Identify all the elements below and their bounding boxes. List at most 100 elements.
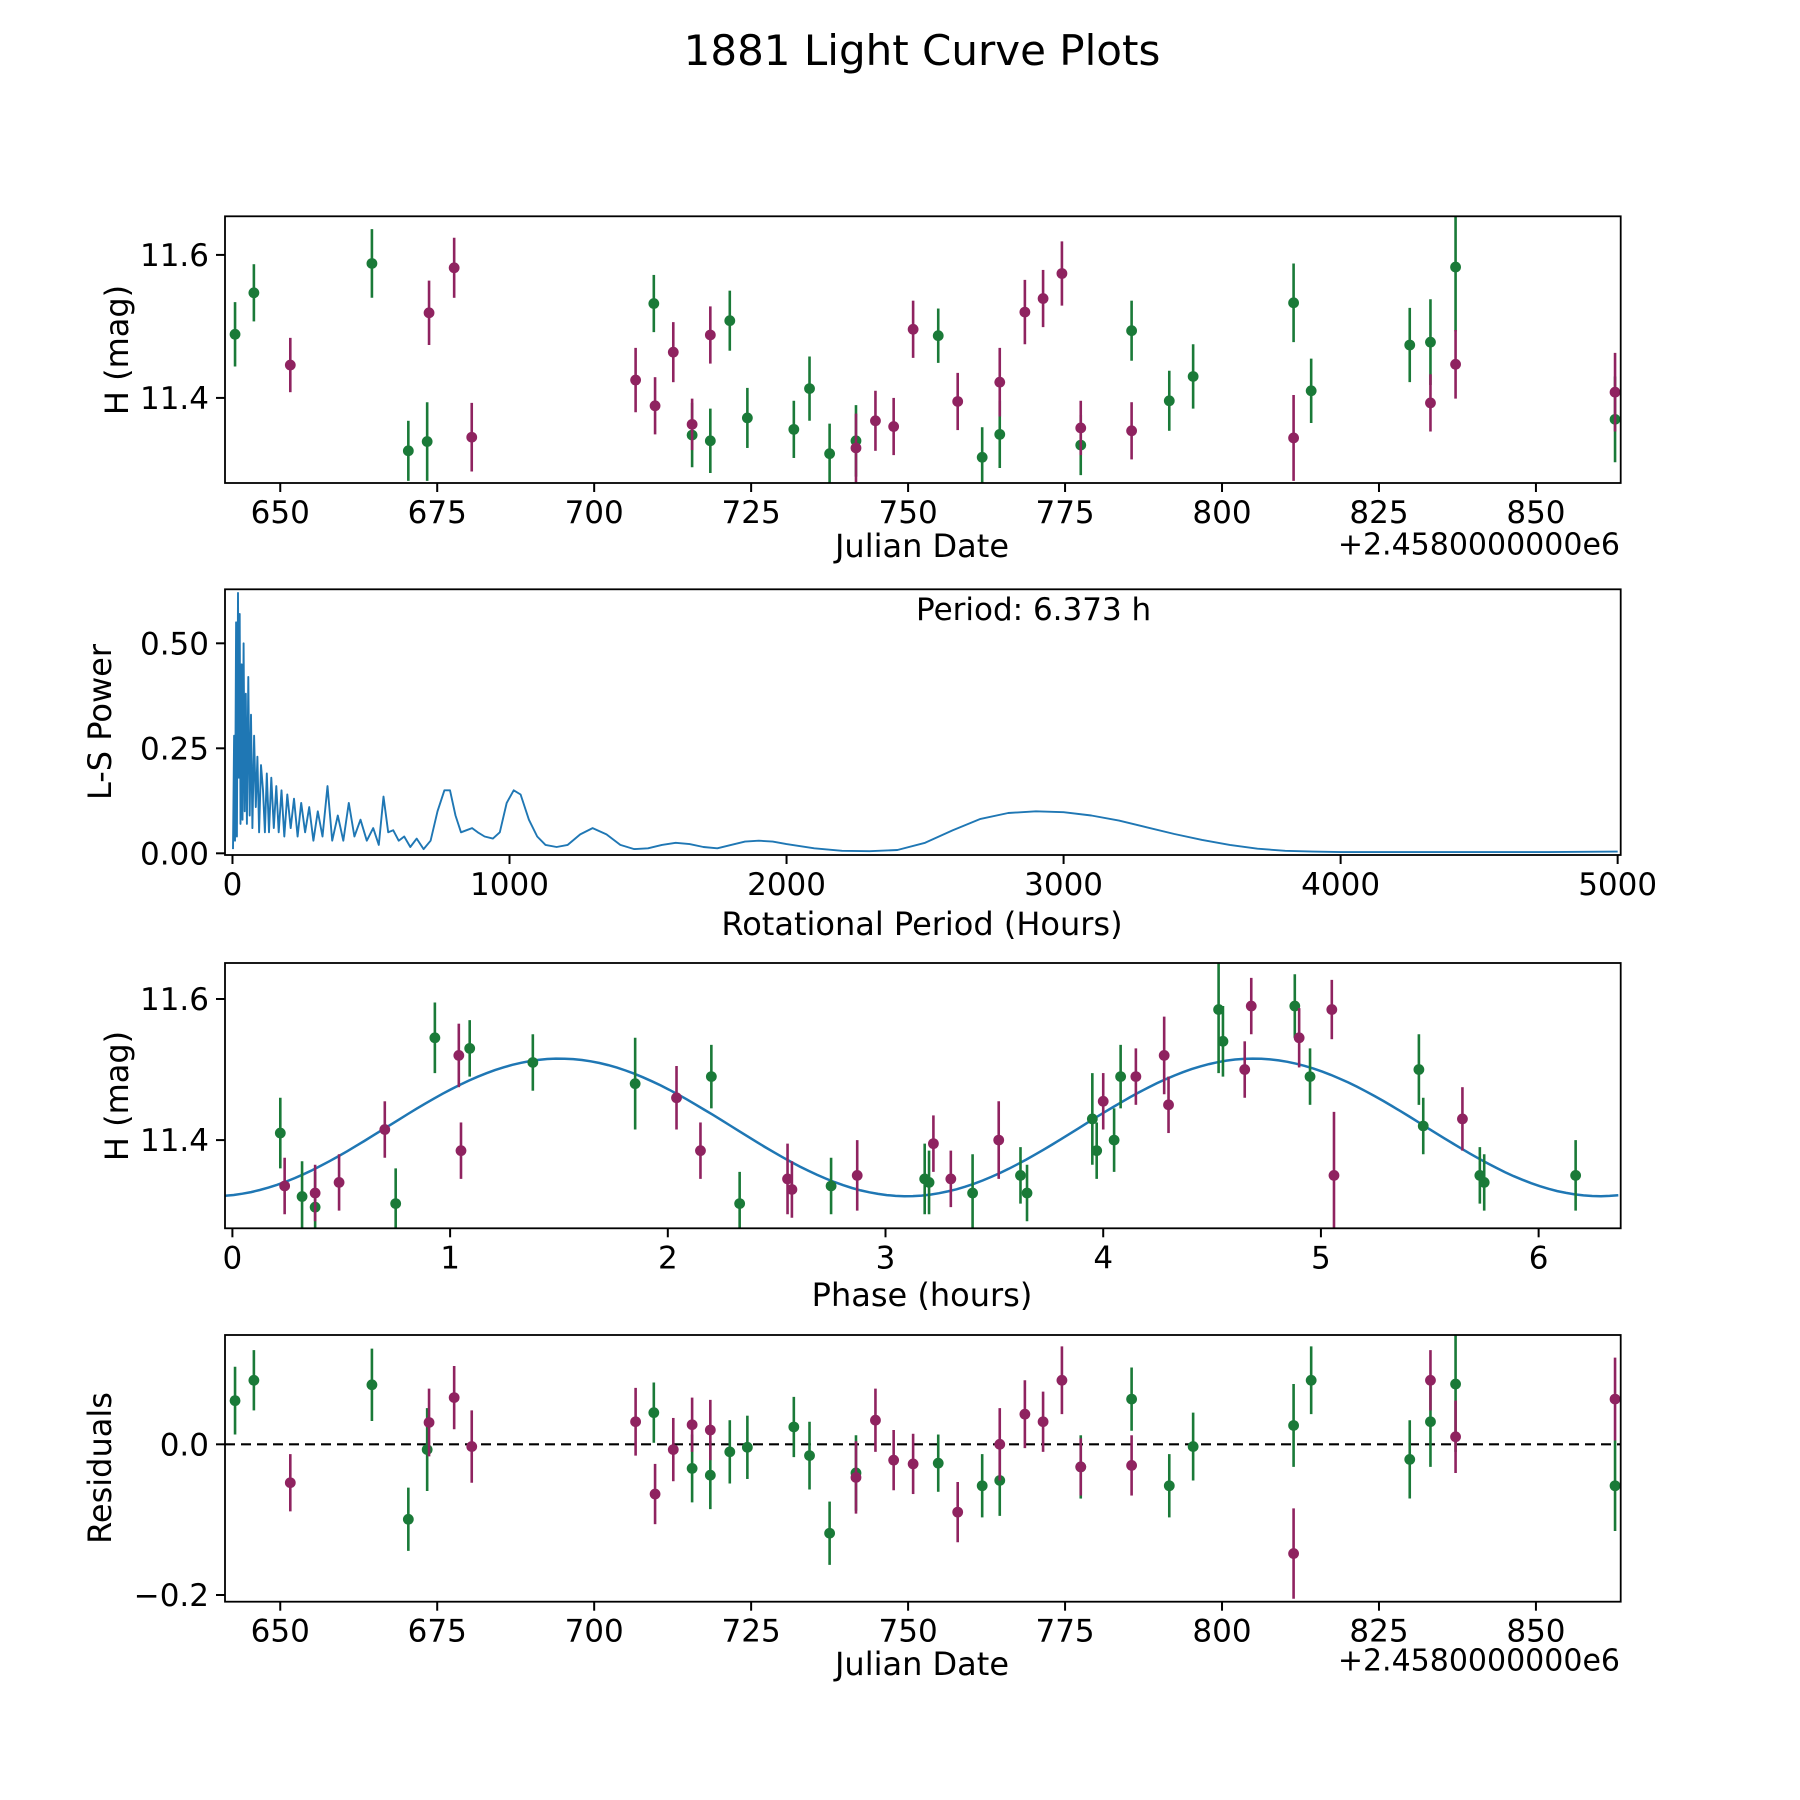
data-point: [1213, 1004, 1225, 1015]
data-point: [976, 451, 988, 463]
data-point: [1450, 261, 1461, 273]
data-point: [994, 1438, 1006, 1450]
data-point: [1450, 358, 1461, 370]
data-point: [1293, 1032, 1305, 1044]
data-point: [274, 1127, 286, 1139]
data-point: [1570, 1169, 1582, 1181]
data-point: [429, 1032, 441, 1044]
x-tick-label: 650: [251, 495, 310, 531]
data-point: [649, 1488, 661, 1500]
data-point: [907, 1458, 919, 1470]
data-point: [466, 431, 478, 443]
panel-residuals: 650 675 700 725 750 775 800 825 850 0.0 −0.2: [134, 1334, 1622, 1650]
y-tick-label: 0.00: [140, 836, 209, 872]
jd-lightcurve-series-purple-site: [284, 237, 1621, 483]
data-point: [1404, 339, 1416, 351]
data-point: [1056, 1374, 1068, 1386]
data-point: [1304, 1071, 1316, 1082]
data-point: [423, 307, 435, 319]
data-point: [695, 1145, 706, 1157]
data-point: [423, 1417, 435, 1428]
x-tick-label: 700: [565, 495, 624, 531]
data-point: [1404, 1453, 1416, 1465]
data-point: [1288, 432, 1299, 444]
data-point: [786, 1184, 798, 1195]
data-point: [825, 1180, 837, 1192]
data-point: [1126, 1460, 1138, 1471]
panel3-y-axis-label: H (mag): [98, 1030, 136, 1162]
data-point: [888, 1454, 900, 1466]
data-point: [1187, 1441, 1199, 1452]
data-point: [1015, 1169, 1026, 1181]
x-tick-label: 1000: [470, 867, 549, 903]
data-point: [1126, 1393, 1138, 1405]
residuals-series-green-site: [229, 1335, 1621, 1565]
x-tick-label: 825: [1349, 1614, 1408, 1650]
data-point: [1450, 1378, 1461, 1390]
data-point: [379, 1124, 391, 1135]
data-point: [1417, 1120, 1429, 1132]
data-point: [1425, 1416, 1436, 1428]
data-point: [448, 262, 460, 274]
data-point: [1425, 397, 1436, 409]
axes-spine: [224, 1334, 1622, 1603]
data-point: [952, 396, 964, 407]
x-tick-label: 0: [223, 867, 243, 903]
data-point: [229, 1395, 241, 1407]
data-point: [1328, 1169, 1340, 1181]
x-tick-label: 725: [722, 1614, 781, 1650]
data-point: [1108, 1134, 1120, 1146]
panel3-x-axis-label: Phase (hours): [811, 1276, 1033, 1314]
periodogram-data-area: [232, 591, 1618, 854]
data-point: [741, 1441, 753, 1453]
panel-phased-lightcurve: 0 1 2 3 4 5 6 11.6 11.4: [140, 962, 1622, 1276]
data-point: [402, 1513, 414, 1525]
data-point: [1609, 1480, 1621, 1492]
y-tick-label: 11.6: [140, 982, 209, 1018]
panel1-x-axis-label: Julian Date: [834, 527, 1010, 565]
phased-lightcurve-series-green-site: [274, 963, 1582, 1229]
data-point: [1130, 1071, 1142, 1082]
data-point: [824, 448, 836, 460]
data-point: [1609, 1393, 1621, 1405]
x-tick-label: 675: [408, 1614, 467, 1650]
data-point: [1239, 1064, 1251, 1075]
x-tick-label: 775: [1035, 495, 1094, 531]
data-point: [686, 1419, 698, 1431]
panel4-x-axis-label: Julian Date: [834, 1645, 1010, 1683]
data-point: [1289, 1000, 1301, 1012]
data-point: [967, 1187, 978, 1199]
page-title: 1881 Light Curve Plots: [683, 26, 1161, 75]
x-tick-label: 2000: [747, 867, 826, 903]
data-point: [649, 400, 661, 412]
x-tick-label: 775: [1035, 1614, 1094, 1650]
data-point: [993, 1134, 1005, 1146]
data-point: [667, 346, 679, 358]
data-point: [724, 315, 736, 327]
x-tick-label: 800: [1192, 1614, 1251, 1650]
data-point: [704, 1469, 716, 1481]
x-tick-label: 1: [440, 1240, 460, 1276]
data-point: [279, 1180, 291, 1192]
y-tick-label: 11.4: [140, 1123, 209, 1159]
x-tick-label: 750: [879, 495, 938, 531]
data-point: [390, 1198, 402, 1210]
data-point: [788, 423, 800, 435]
data-point: [366, 258, 378, 269]
x-tick-label: 0: [223, 1240, 243, 1276]
data-point: [1019, 1408, 1031, 1420]
data-point: [671, 1092, 682, 1104]
data-point: [850, 442, 862, 454]
data-point: [686, 1463, 698, 1474]
data-point: [824, 1527, 836, 1539]
data-point: [870, 1414, 881, 1426]
data-point: [648, 1407, 660, 1419]
data-point: [888, 421, 900, 432]
data-point: [1413, 1064, 1425, 1075]
data-point: [1056, 268, 1068, 279]
data-point: [686, 418, 698, 430]
data-point: [1305, 1374, 1317, 1386]
data-point: [1609, 386, 1621, 398]
data-point: [850, 1472, 862, 1483]
ls-power-curve: [232, 591, 1618, 854]
